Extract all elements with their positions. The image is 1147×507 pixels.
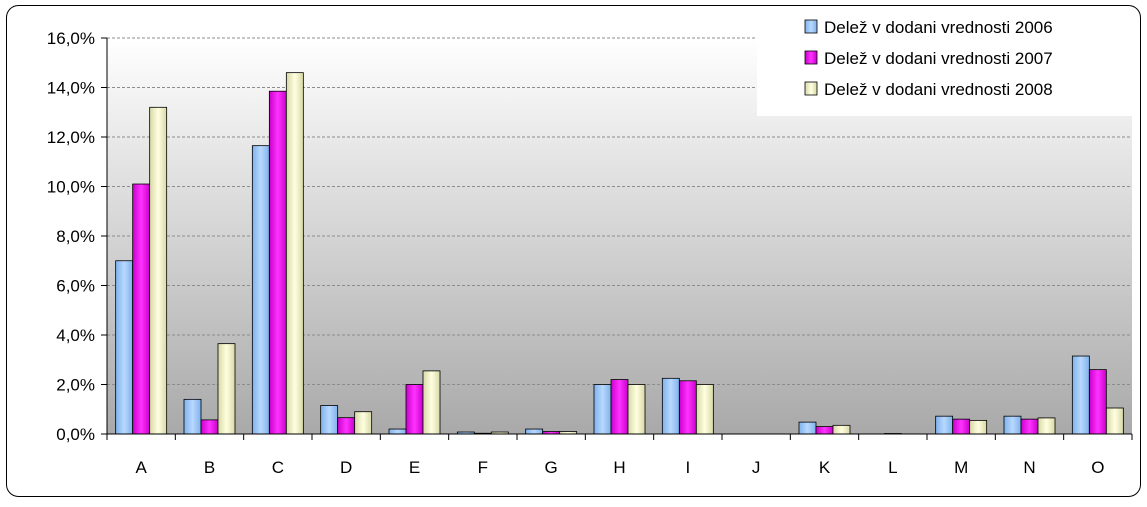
y-tick-label: 6,0% (56, 277, 95, 296)
y-tick-label: 8,0% (56, 227, 95, 246)
y-tick-label: 14,0% (47, 79, 95, 98)
bar-A-series-3 (150, 107, 167, 434)
legend-swatch (805, 20, 817, 33)
bar-E-series-3 (423, 371, 440, 434)
x-category-label: D (340, 458, 352, 477)
bar-M-series-2 (953, 419, 970, 434)
x-category-label: A (135, 458, 147, 477)
bar-N-series-3 (1038, 418, 1055, 434)
bar-E-series-2 (406, 385, 423, 435)
bar-O-series-2 (1089, 370, 1106, 434)
y-tick-label: 10,0% (47, 178, 95, 197)
x-category-label: M (954, 458, 968, 477)
x-category-label: F (478, 458, 488, 477)
bar-K-series-3 (833, 425, 850, 434)
bar-C-series-3 (286, 73, 303, 434)
x-category-label: N (1023, 458, 1035, 477)
bar-I-series-3 (696, 385, 713, 435)
bar-M-series-1 (936, 416, 953, 434)
bar-G-series-1 (526, 429, 543, 434)
legend-label: Delež v dodani vrednosti 2008 (824, 80, 1053, 99)
x-category-label: L (888, 458, 897, 477)
x-category-label: B (204, 458, 215, 477)
bar-D-series-1 (321, 406, 338, 434)
y-tick-label: 0,0% (56, 425, 95, 444)
bar-K-series-2 (816, 427, 833, 434)
legend-label: Delež v dodani vrednosti 2006 (824, 18, 1053, 37)
bar-B-series-3 (218, 344, 235, 434)
bar-A-series-1 (116, 261, 133, 434)
x-category-label: G (545, 458, 558, 477)
bar-C-series-2 (269, 91, 286, 434)
y-tick-label: 12,0% (47, 128, 95, 147)
bar-I-series-1 (662, 378, 679, 434)
x-category-label: O (1091, 458, 1104, 477)
bar-H-series-2 (611, 380, 628, 434)
bar-B-series-1 (184, 399, 201, 434)
bar-O-series-3 (1106, 408, 1123, 434)
bar-D-series-3 (355, 412, 372, 434)
legend-swatch (805, 51, 817, 64)
legend-swatch (805, 82, 817, 95)
bar-N-series-2 (1021, 419, 1038, 434)
x-category-label: E (409, 458, 420, 477)
bar-H-series-1 (594, 385, 611, 435)
bar-A-series-2 (133, 184, 150, 434)
y-tick-label: 16,0% (47, 29, 95, 48)
y-tick-label: 2,0% (56, 376, 95, 395)
bar-M-series-3 (970, 420, 987, 434)
x-category-label: K (819, 458, 831, 477)
bar-H-series-3 (628, 385, 645, 435)
y-tick-label: 4,0% (56, 326, 95, 345)
bar-E-series-1 (389, 429, 406, 434)
bar-C-series-1 (252, 146, 269, 434)
bar-N-series-1 (1004, 416, 1021, 434)
bar-D-series-2 (338, 418, 355, 434)
legend-label: Delež v dodani vrednosti 2007 (824, 49, 1053, 68)
x-category-label: I (685, 458, 690, 477)
bar-I-series-2 (679, 381, 696, 434)
bar-O-series-1 (1072, 356, 1089, 434)
bar-B-series-2 (201, 420, 218, 434)
x-category-label: H (613, 458, 625, 477)
x-category-label: C (272, 458, 284, 477)
bar-K-series-1 (799, 422, 816, 434)
x-category-label: J (752, 458, 761, 477)
